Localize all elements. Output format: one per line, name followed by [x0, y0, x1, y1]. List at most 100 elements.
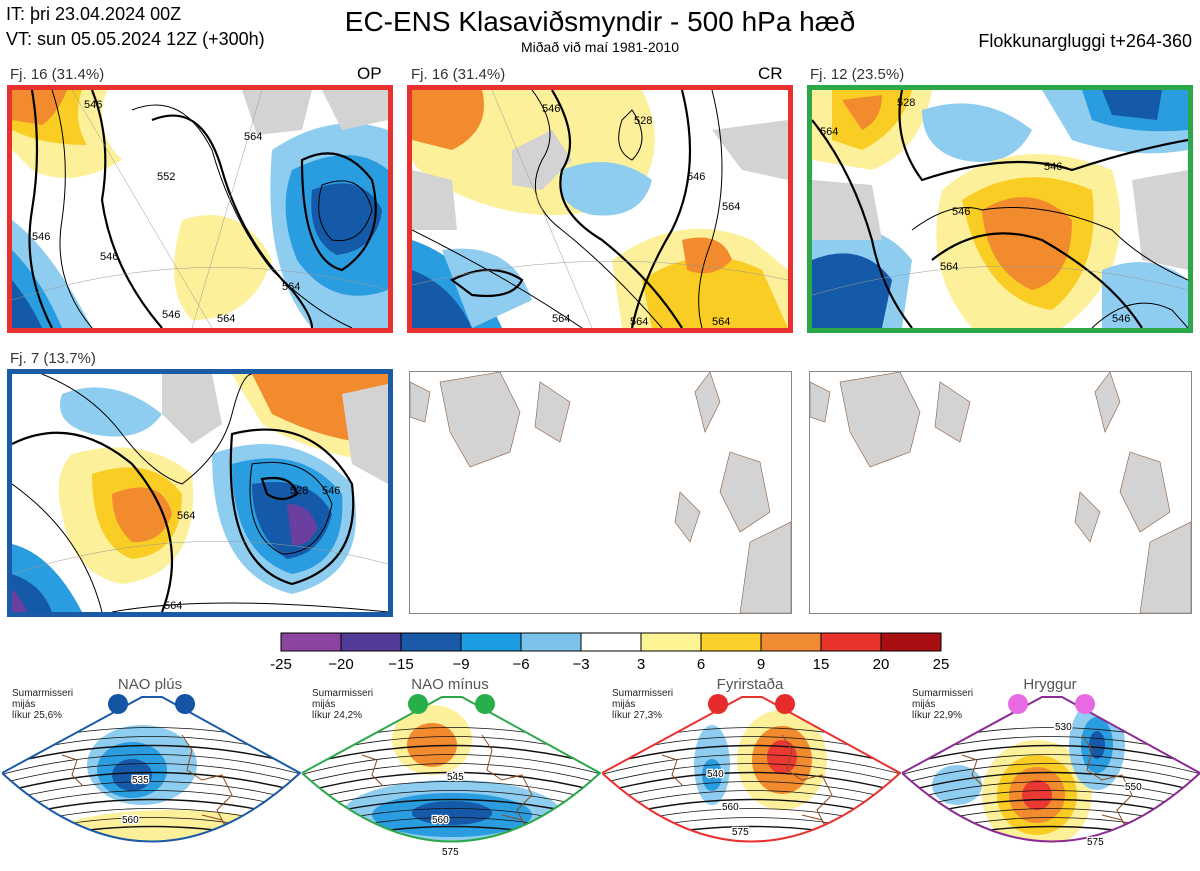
- colorbar-tick-label: −15: [388, 656, 414, 673]
- contour-label: 546: [952, 206, 970, 218]
- regime-marker-dot: [1008, 694, 1028, 714]
- regime-note-line: Sumarmisseri: [312, 688, 374, 699]
- regime-fan-2: 545 560 575: [302, 696, 602, 859]
- contour-label: 564: [940, 261, 958, 273]
- contour-label: 546: [84, 99, 102, 111]
- regime-note-line: Sumarmisseri: [12, 688, 74, 699]
- regime-marker-dot: [108, 694, 128, 714]
- anomaly-area: [407, 723, 457, 767]
- colorbar-tick-label: −20: [328, 656, 354, 673]
- regime-note-line: mijás: [612, 699, 636, 710]
- regime-title: Fyrirstaða: [716, 676, 784, 693]
- regime-contour-label: 560: [432, 815, 449, 826]
- page-subtitle: Miðað við maí 1981-2010: [521, 39, 679, 55]
- regime-marker-dot: [408, 694, 428, 714]
- anomaly-area: [932, 765, 982, 805]
- regime-outline: [2, 696, 302, 843]
- panel-4-label: Fj. 7 (13.7%): [10, 350, 96, 367]
- contour-label: 546: [100, 251, 118, 263]
- regime-marker-dot: [1075, 694, 1095, 714]
- empty-map-6: [809, 371, 1192, 614]
- regime-fan-4: 530 550 575: [902, 696, 1200, 849]
- contour-label: 546: [542, 103, 560, 115]
- regime-title: Hryggur: [1023, 676, 1077, 693]
- colorbar-swatch: [820, 632, 882, 652]
- regime-note: Sumarmisseri mijás líkur 22,9%: [912, 688, 973, 721]
- cluster-map-2: 546 528 546 564 564 564 564: [407, 85, 793, 333]
- colorbar-swatch: [400, 632, 462, 652]
- height-contour: [302, 744, 600, 769]
- colorbar-swatch: [340, 632, 402, 652]
- contour-label: 528: [634, 115, 652, 127]
- height-contour: [602, 781, 900, 805]
- height-contour: [902, 763, 1200, 787]
- regime-contour-label: 575: [1087, 837, 1104, 848]
- valid-time: VT: sun 05.05.2024 12Z (+300h): [6, 29, 265, 49]
- regime-note: Sumarmisseri mijás líkur 25,6%: [12, 688, 73, 721]
- anomaly-area: [1022, 780, 1052, 810]
- colorbar-tick-label: -25: [270, 656, 292, 673]
- cluster-map-4: 564 528 546 564: [7, 369, 393, 617]
- height-contour: [2, 771, 300, 796]
- empty-map-5: [409, 371, 792, 614]
- regime-note-line: líkur 27,3%: [612, 710, 663, 721]
- contour-label: 564: [177, 510, 195, 522]
- regime-note: Sumarmisseri mijás líkur 24,2%: [312, 688, 373, 721]
- regime-contour-label: 535: [132, 775, 149, 786]
- regime-contour-label: 540: [707, 769, 724, 780]
- panel-2-tag: CR: [758, 64, 783, 83]
- cluster-map-3: 564 528 546 546 564 546: [807, 85, 1193, 333]
- colorbar-tick-label: −6: [512, 656, 530, 673]
- height-contour: [902, 754, 1200, 778]
- contour-label: 564: [820, 126, 838, 138]
- regime-marker-dot: [708, 694, 728, 714]
- contour-label: 564: [282, 281, 300, 293]
- contour-label: 546: [1044, 161, 1062, 173]
- regime-outline: [602, 696, 902, 843]
- height-contour: [602, 771, 900, 796]
- contour-label: 564: [164, 600, 182, 612]
- cluster-window: Flokkunargluggi t+264-360: [978, 31, 1192, 51]
- colorbar-tick-label: 6: [696, 656, 706, 673]
- colorbar-swatch: [580, 632, 642, 652]
- height-contour: [602, 754, 900, 778]
- anomaly-area: [1089, 731, 1105, 759]
- init-time: IT: þri 23.04.2024 00Z: [6, 4, 182, 24]
- regime-note-line: mijás: [912, 699, 936, 710]
- panel-3-label: Fj. 12 (23.5%): [810, 66, 905, 83]
- colorbar-tick-label: 25: [932, 656, 950, 673]
- regime-fan-3: 540 560 575: [602, 696, 902, 843]
- cluster-map-1: 546 546 546 552 564 546 564 564: [7, 85, 393, 333]
- colorbar-tick-label: 3: [636, 656, 646, 673]
- regime-marker-dot: [175, 694, 195, 714]
- regime-note-line: líkur 24,2%: [312, 710, 363, 721]
- regime-outline: [902, 696, 1200, 843]
- regime-marker-dot: [475, 694, 495, 714]
- contour-label: 546: [687, 171, 705, 183]
- contour-label: 564: [630, 316, 648, 328]
- regime-note-line: Sumarmisseri: [612, 688, 674, 699]
- regime-contour-label: 575: [442, 847, 459, 858]
- height-contour: [902, 771, 1200, 796]
- height-contour: [302, 771, 600, 796]
- colorbar-swatch: [640, 632, 702, 652]
- height-contour: [302, 781, 600, 805]
- contour-label: 528: [897, 97, 915, 109]
- regime-note-line: mijás: [312, 699, 336, 710]
- page-title: EC-ENS Klasaviðsmyndir - 500 hPa hæð: [344, 6, 856, 37]
- panel-2-label: Fj. 16 (31.4%): [411, 66, 506, 83]
- regime-marker-dot: [775, 694, 795, 714]
- colorbar-swatch: [280, 632, 342, 652]
- panel-1-label: Fj. 16 (31.4%): [10, 66, 105, 83]
- height-contour: [2, 744, 300, 769]
- colorbar-tick-label: −3: [572, 656, 590, 673]
- colorbar-tick-label: 9: [756, 656, 766, 673]
- contour-label: 564: [552, 313, 570, 325]
- colorbar-tick-label: −9: [452, 656, 470, 673]
- regime-contour-label: 530: [1055, 722, 1072, 733]
- regime-contour-label: 560: [722, 802, 739, 813]
- colorbar-swatch: [880, 632, 942, 652]
- colorbar-tick-label: 20: [872, 656, 890, 673]
- contour-label: 546: [322, 485, 340, 497]
- contour-label: 564: [244, 131, 262, 143]
